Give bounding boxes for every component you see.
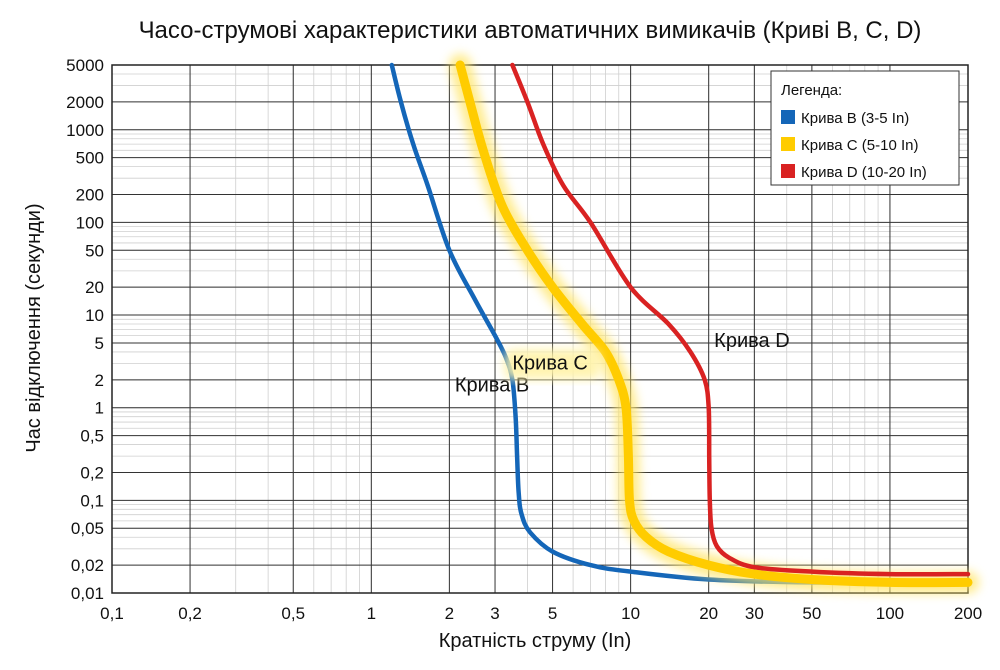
legend: Легенда: Крива B (3-5 In) Крива C (5-10 I… <box>770 70 960 186</box>
x-tick-label: 200 <box>954 604 982 623</box>
x-tick-label: 10 <box>621 604 640 623</box>
annotation-крива-b: Крива B <box>455 374 529 396</box>
annotation-крива-d: Крива D <box>714 330 789 352</box>
y-tick-label: 5 <box>95 334 104 353</box>
x-tick-label: 0,2 <box>178 604 202 623</box>
y-tick-label: 0,1 <box>80 491 104 510</box>
legend-items: Крива B (3-5 In) Крива C (5-10 In) Крива D… <box>781 110 927 181</box>
y-tick-labels: 5000 2000 1000 500 200 100 50 20 10 5 2 1 0,5 0,2 0,1 0… <box>66 56 104 603</box>
series-layer <box>389 54 979 594</box>
x-tick-label: 1 <box>367 604 376 623</box>
legend-title: Легенда: <box>781 82 842 99</box>
x-tick-label: 20 <box>699 604 718 623</box>
legend-box <box>770 70 960 186</box>
x-tick-label: 5 <box>548 604 557 623</box>
y-tick-label: 200 <box>76 186 104 205</box>
plot-frame <box>111 64 969 594</box>
y-tick-label: 100 <box>76 213 104 232</box>
x-tick-label: 3 <box>490 604 499 623</box>
legend-swatch-крива-b <box>781 110 795 124</box>
y-tick-label: 0,5 <box>80 427 104 446</box>
series-line-крива-d <box>510 62 971 577</box>
y-tick-label: 0,02 <box>71 556 104 575</box>
y-tick-label: 0,01 <box>71 584 104 603</box>
legend-swatch-крива-d <box>781 164 795 178</box>
y-tick-label: 1000 <box>66 121 104 140</box>
y-tick-label: 10 <box>85 306 104 325</box>
y-tick-label: 2000 <box>66 93 104 112</box>
annotation-highlight-крива-c <box>504 349 601 380</box>
x-tick-label: 0,1 <box>100 604 124 623</box>
y-tick-label: 2 <box>95 371 104 390</box>
y-tick-label: 50 <box>85 241 104 260</box>
legend-label-крива-c: Крива C (5-10 In) <box>801 137 918 154</box>
x-tick-label: 0,5 <box>281 604 305 623</box>
y-tick-label: 0,2 <box>80 463 104 482</box>
y-tick-label: 5000 <box>66 56 104 75</box>
y-tick-label: 20 <box>85 278 104 297</box>
legend-label-крива-b: Крива B (3-5 In) <box>801 110 909 127</box>
series-line-крива-b <box>389 62 971 585</box>
y-tick-label: 0,05 <box>71 519 104 538</box>
x-tick-label: 2 <box>445 604 454 623</box>
y-tick-label: 500 <box>76 149 104 168</box>
x-axis-label: Кратність струму (In) <box>439 630 632 652</box>
legend-label-крива-d: Крива D (10-20 In) <box>801 164 927 181</box>
series-line-крива-c <box>455 60 973 588</box>
legend-swatch-крива-c <box>781 137 795 151</box>
y-tick-label: 1 <box>95 399 104 418</box>
x-tick-label: 100 <box>876 604 904 623</box>
y-axis-label: Час відключення (секунди) <box>23 203 45 452</box>
annotation-крива-c: Крива C <box>512 352 587 374</box>
x-tick-label: 30 <box>745 604 764 623</box>
chart-title: Часо-струмові характеристики автоматични… <box>139 17 922 44</box>
x-tick-labels: 0,1 0,2 0,5 1 2 3 5 10 20 30 50 100 200 <box>100 604 982 623</box>
x-tick-label: 50 <box>802 604 821 623</box>
